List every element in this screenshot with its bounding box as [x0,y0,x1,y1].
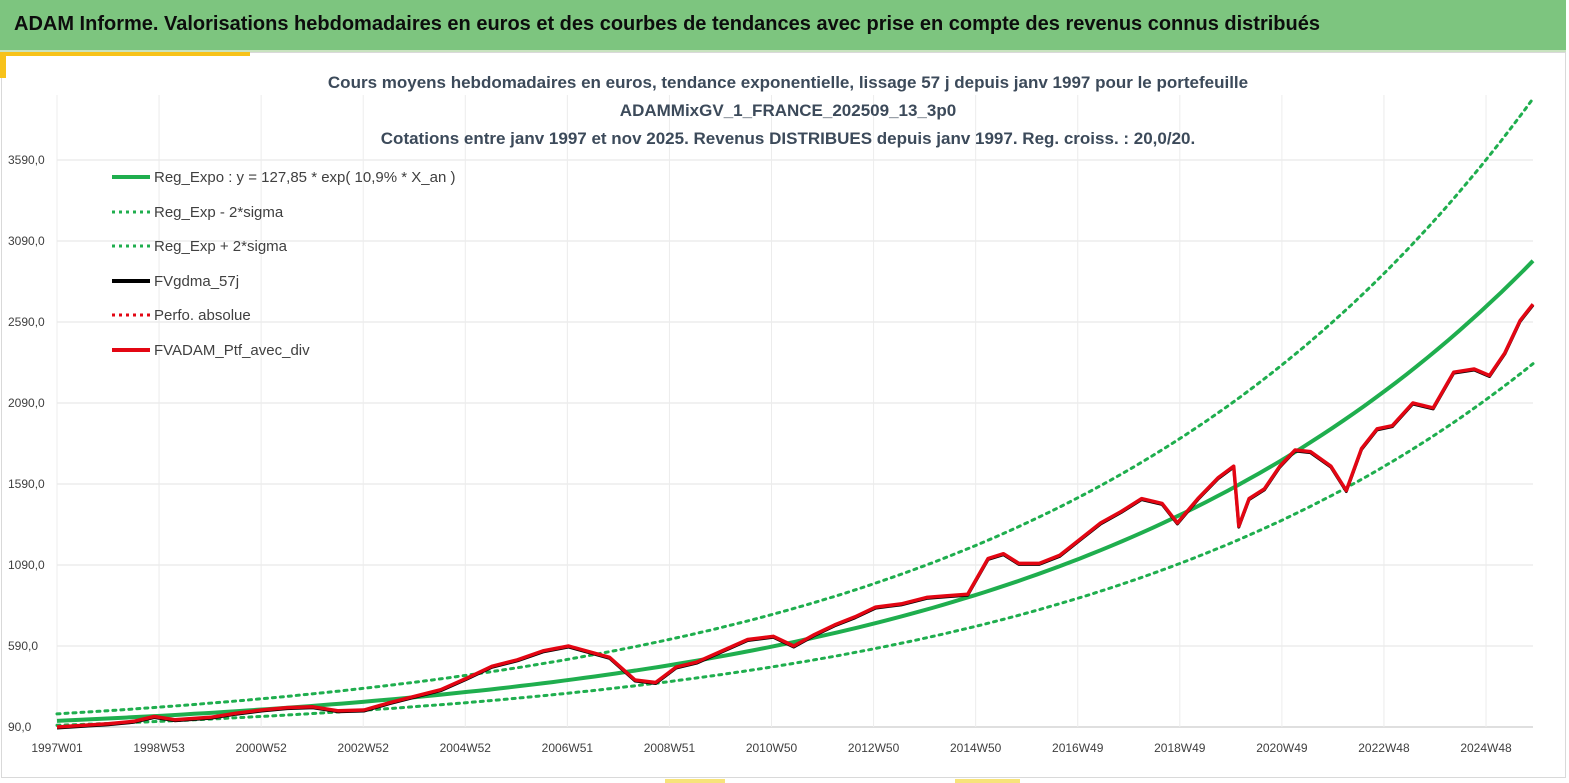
series-line-portfolio [56,303,1535,729]
series-line-reg-expo [56,259,1535,723]
chart-title-line-2: ADAMMixGV_1_FRANCE_202509_13_3p0 [620,101,956,120]
chart-title-line-1: Cours moyens hebdomadaires en euros, ten… [328,73,1248,92]
accent-bottom-mark [955,779,1020,783]
grid [56,95,1533,728]
y-tick-label: 1590,0 [8,477,45,491]
series-group [55,97,1535,730]
x-tick-label: 2012W50 [848,741,900,755]
x-tick-label: 2008W51 [644,741,696,755]
legend-label-reg-plus: Reg_Exp + 2*sigma [154,238,288,255]
x-tick-label: 1997W01 [31,741,83,755]
x-axis: 1997W01 1998W53 2000W52 2002W52 2004W52 2006W… [31,741,1512,755]
legend-label-portfolio: FVADAM_Ptf_avec_div [154,342,310,359]
legend: Reg_Expo : y = 127,85 * exp( 10,9% * X_a… [112,169,455,359]
x-tick-label: 2010W50 [746,741,798,755]
x-tick-label: 2022W48 [1358,741,1410,755]
accent-bottom-mark [665,779,725,783]
x-tick-label: 2018W49 [1154,741,1206,755]
accent-bar-vertical [0,52,6,78]
header-banner: ADAM Informe. Valorisations hebdomadaire… [0,0,1566,52]
x-tick-label: 2024W48 [1460,741,1512,755]
series-line-reg-exp-plus [55,97,1535,716]
y-tick-label: 2590,0 [8,315,45,329]
y-tick-label: 3090,0 [8,234,45,248]
legend-label-reg-expo: Reg_Expo : y = 127,85 * exp( 10,9% * X_a… [154,169,455,186]
y-tick-label: 590,0 [8,639,38,653]
legend-label-reg-minus: Reg_Exp - 2*sigma [154,204,284,221]
x-tick-label: 2004W52 [440,741,492,755]
page-title: ADAM Informe. Valorisations hebdomadaire… [14,13,1320,35]
x-tick-label: 2002W52 [338,741,390,755]
x-tick-label: 2016W49 [1052,741,1104,755]
chart-title-line-3: Cotations entre janv 1997 et nov 2025. R… [381,129,1195,148]
y-tick-label: 3590,0 [8,153,45,167]
accent-bar [0,52,250,56]
legend-label-fvgdma: FVgdma_57j [154,273,239,290]
chart-frame [1,52,1566,778]
x-tick-label: 2014W50 [950,741,1002,755]
series-line-fvgdma [56,304,1535,730]
legend-label-perfo: Perfo. absolue [154,307,251,324]
y-tick-label: 2090,0 [8,396,45,410]
y-tick-label: 90,0 [8,720,32,734]
x-tick-label: 2000W52 [235,741,287,755]
x-tick-label: 2020W49 [1256,741,1308,755]
y-tick-label: 1090,0 [8,558,45,572]
y-axis: 90,0 590,0 1090,0 1590,0 2090,0 2590,0 3090,0 3… [8,153,45,734]
x-tick-label: 2006W51 [542,741,594,755]
series-line-reg-exp-minus [55,362,1535,727]
x-tick-label: 1998W53 [133,741,185,755]
